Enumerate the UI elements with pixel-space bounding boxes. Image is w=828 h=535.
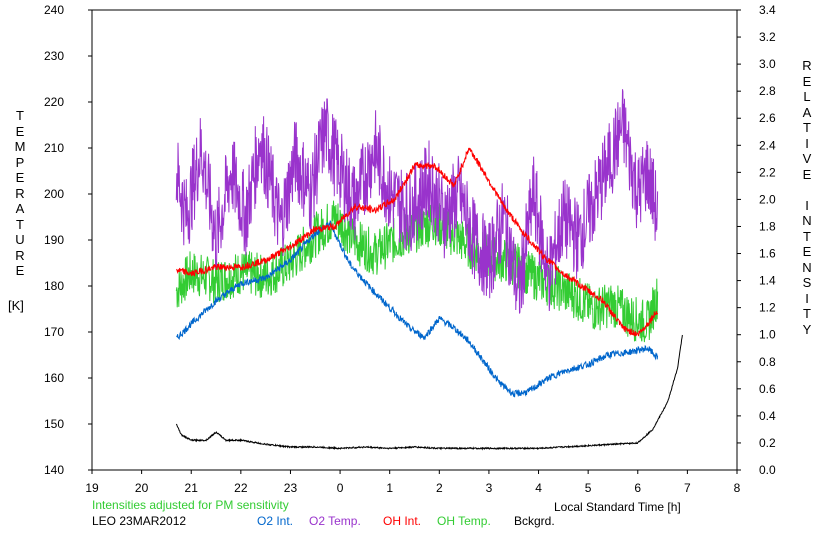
x-tick-label: 22: [234, 481, 248, 495]
x-tick-label: 8: [734, 481, 741, 495]
legend-item: OH Int.: [383, 514, 422, 528]
axis-title-letter: N: [802, 259, 812, 275]
axis-title-letter: R: [15, 185, 25, 201]
x-tick-label: 2: [436, 481, 443, 495]
x-tick-label: 3: [486, 481, 493, 495]
x-tick-label: 5: [585, 481, 592, 495]
series-bckgrd-line: [175, 334, 683, 451]
legend-note: Intensities adjusted for PM sensitivity: [92, 498, 289, 512]
left-tick-label: 200: [44, 187, 64, 201]
axis-title-letter: P: [15, 154, 25, 170]
right-tick-label: 2.8: [759, 84, 776, 98]
left-tick-label: 240: [44, 3, 64, 17]
right-tick-label: 0.8: [759, 355, 776, 369]
axis-title-letter: T: [803, 228, 811, 244]
x-tick-label: 0: [337, 481, 344, 495]
left-axis-unit: [K]: [8, 298, 24, 313]
right-tick-label: 2.6: [759, 111, 776, 125]
left-tick-label: 170: [44, 325, 64, 339]
axis-title-letter: E: [802, 166, 812, 182]
right-tick-label: 0.0: [759, 463, 776, 477]
x-tick-label: 4: [535, 481, 542, 495]
left-tick-label: 140: [44, 463, 64, 477]
series-oh-int-line: [176, 147, 659, 337]
x-tick-label: 1: [386, 481, 393, 495]
left-axis-ticks: 140 150 160 170 180 190 200 210 220 230 240: [44, 3, 92, 477]
right-tick-label: 2.4: [759, 138, 776, 152]
axis-title-letter: Y: [802, 321, 812, 337]
right-tick-label: 1.4: [759, 274, 776, 288]
left-tick-label: 160: [44, 371, 64, 385]
axis-title-letter: E: [15, 170, 25, 185]
right-tick-label: 2.2: [759, 165, 776, 179]
axis-title-letter: L: [803, 89, 811, 104]
legend-item: O2 Temp.: [309, 514, 361, 528]
x-tick-label: 21: [185, 481, 199, 495]
axis-title-letter: T: [16, 108, 24, 123]
left-tick-label: 210: [44, 141, 64, 155]
series-layer: [175, 89, 683, 451]
axis-title-letter: N: [802, 213, 812, 228]
axis-title-letter: E: [15, 263, 25, 278]
right-tick-label: 1.2: [759, 301, 776, 315]
x-tick-label: 7: [684, 481, 691, 495]
axis-title-letter: A: [802, 104, 812, 120]
axis-title-letter: A: [15, 201, 25, 216]
axis-title-letter: I: [805, 197, 809, 213]
axis-title-letter: V: [802, 151, 812, 166]
axis-title-letter: T: [803, 120, 811, 135]
right-tick-label: 3.4: [759, 3, 776, 17]
axis-title-letter: [799, 182, 815, 198]
right-tick-label: 3.0: [759, 57, 776, 71]
axis-title-letter: S: [802, 275, 812, 290]
right-tick-label: 1.6: [759, 247, 776, 261]
x-axis-title: Local Standard Time [h]: [554, 500, 681, 514]
legend-station: LEO 23MAR2012: [92, 514, 187, 528]
left-tick-label: 190: [44, 233, 64, 247]
x-tick-label: 6: [634, 481, 641, 495]
right-tick-label: 1.8: [759, 219, 776, 233]
right-axis-ticks: 0.0 0.2 0.4 0.6 0.8 1.0 1.2 1.4 1.6 1.8 2.0 2.2 2.4 2…: [737, 3, 776, 477]
left-tick-label: 220: [44, 95, 64, 109]
axis-title-letter: E: [15, 123, 25, 139]
legend-item: Bckgrd.: [514, 514, 555, 528]
axis-title-letter: T: [16, 216, 24, 232]
right-tick-label: 0.2: [759, 436, 776, 450]
left-tick-label: 230: [44, 49, 64, 63]
left-tick-label: 180: [44, 279, 64, 293]
axis-title-letter: R: [15, 247, 25, 263]
x-axis-ticks: 19 20 21 22 23 0 1 2 3 4 5 6 7 8: [85, 470, 741, 495]
x-tick-label: 23: [284, 481, 298, 495]
axis-title-letter: R: [802, 58, 812, 73]
axis-title-letter: E: [802, 244, 812, 259]
axis-title-letter: T: [803, 306, 811, 321]
axis-title-letter: I: [805, 135, 809, 151]
x-tick-label: 19: [85, 481, 99, 495]
series-o2-temp-line: [175, 89, 659, 314]
right-tick-label: 0.6: [759, 382, 776, 396]
axis-title-letter: U: [15, 232, 25, 247]
x-tick-label: 20: [135, 481, 149, 495]
axis-title-letter: I: [805, 290, 809, 306]
legend-item: OH Temp.: [437, 514, 491, 528]
left-tick-label: 150: [44, 417, 64, 431]
series-o2-int-line: [176, 220, 659, 398]
axis-title-letter: M: [14, 139, 26, 154]
right-tick-label: 1.0: [759, 328, 776, 342]
right-tick-label: 3.2: [759, 30, 776, 44]
axis-title-letter: E: [802, 73, 812, 89]
legend-item: O2 Int.: [257, 514, 294, 528]
right-tick-label: 0.4: [759, 409, 776, 423]
right-tick-label: 2.0: [759, 192, 776, 206]
